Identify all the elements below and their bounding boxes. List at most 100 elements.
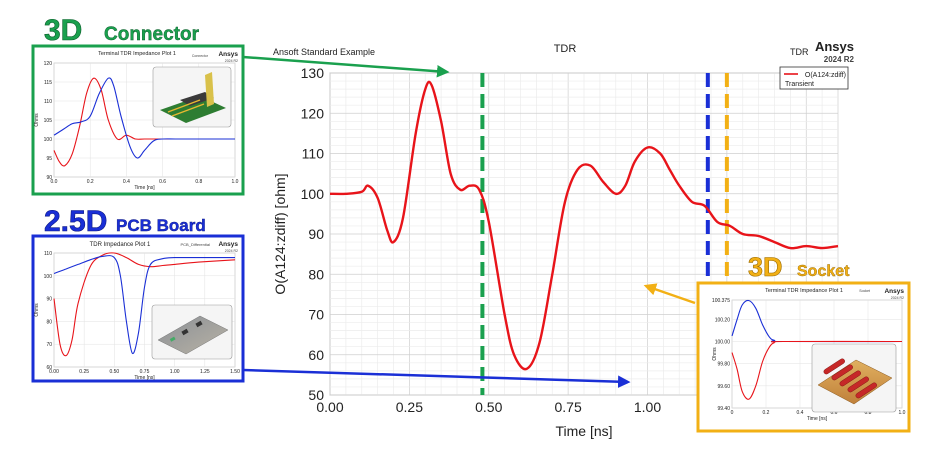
connector-inset-version: 2024 R2 — [225, 59, 238, 63]
legend: O(A124:zdiff) Transient — [779, 66, 849, 90]
y-tick-label: 90 — [308, 226, 324, 242]
inset-y-tick-label: 70 — [46, 342, 52, 348]
socket-inset-brand: Ansys — [884, 288, 904, 295]
inset-y-tick-label: 80 — [46, 319, 52, 325]
inset-y-tick-label: 100 — [44, 137, 53, 143]
pcb-board-model-image — [151, 304, 233, 360]
y-axis-label: O(A124:zdiff) [ohm] — [272, 173, 288, 294]
legend-series-name: O(A124:zdiff) — [805, 72, 846, 79]
y-tick-label: 110 — [302, 146, 325, 162]
inset-x-tick-label: 1.0 — [899, 410, 906, 416]
socket-inset-version: 2024 R2 — [891, 296, 904, 300]
inset-x-axis-label: Time [ns] — [134, 185, 155, 191]
main-chart-title: TDR — [554, 43, 577, 55]
inset-x-tick-label: 0.6 — [831, 410, 838, 416]
x-tick-label: 0.50 — [475, 399, 502, 415]
inset-series-line — [53, 77, 235, 167]
pcb-label-big: 2.5D — [44, 205, 107, 238]
inset-y-tick-label: 90 — [46, 175, 52, 181]
inset-y-tick-label: 100.00 — [715, 340, 731, 346]
connector-label-big: 3D — [44, 14, 82, 47]
socket-3d-model-image — [811, 343, 897, 413]
inset-y-tick-label: 100.20 — [715, 317, 731, 323]
inset-x-tick-label: 1.0 — [232, 179, 239, 185]
connector-legend-tag: Connector — [192, 54, 209, 58]
x-tick-label: 0.00 — [316, 399, 343, 415]
pcb-inset-version: 2024 R2 — [225, 249, 238, 253]
inset-x-tick-label: 0.8 — [865, 410, 872, 416]
pcb-inset-brand: Ansys — [218, 241, 238, 248]
inset-y-tick-label: 99.40 — [717, 406, 730, 412]
inset-x-tick-label: 0.4 — [797, 410, 804, 416]
connector-3d-model-image — [152, 66, 232, 128]
inset-y-tick-label: 100.375 — [712, 298, 730, 304]
header-left-text: Ansoft Standard Example — [273, 47, 375, 57]
inset-series-line — [53, 252, 236, 357]
inset-x-tick-label: 0.2 — [87, 179, 94, 185]
legend-box — [779, 66, 849, 90]
arrow-socket — [643, 283, 696, 305]
inset-y-tick-label: 99.60 — [717, 384, 730, 390]
inset-x-tick-label: 1.50 — [230, 369, 240, 375]
pcb-inset-title: TDR Impedance Plot 1 — [90, 242, 151, 248]
main-chart: Ansoft Standard Example TDR TDR Ansys 20… — [272, 39, 855, 439]
inset-y-tick-label: 99.80 — [717, 362, 730, 368]
panel-connector: 3D Connector Terminal TDR Impedance Plot… — [31, 14, 245, 196]
x-axis-label: Time [ns] — [555, 423, 612, 439]
inset-x-tick-label: 0.0 — [51, 179, 58, 185]
inset-y-tick-label: 105 — [44, 118, 53, 124]
grid — [329, 72, 839, 396]
inset-x-axis-label: Time [ns] — [134, 375, 155, 381]
series-line — [329, 80, 839, 371]
panel-socket: 3D Socket Terminal TDR Impedance Plot 1 … — [696, 252, 911, 433]
panel-pcb: 2.5D PCB Board TDR Impedance Plot 1 PCB_… — [31, 205, 245, 383]
x-tick-label: 0.75 — [555, 399, 582, 415]
y-tick-label: 80 — [308, 266, 324, 282]
connector-label-small: Connector — [104, 24, 200, 45]
header-right-label: TDR — [790, 47, 809, 57]
inset-y-tick-label: 95 — [46, 156, 52, 162]
y-tick-label: 70 — [308, 307, 324, 323]
y-tick-label: 60 — [308, 347, 324, 363]
inset-x-tick-label: 0.50 — [109, 369, 119, 375]
socket-label-big: 3D — [748, 252, 783, 282]
version-text: 2024 R2 — [824, 55, 855, 64]
inset-y-tick-label: 60 — [46, 365, 52, 371]
inset-y-axis-label: Ohms — [34, 303, 40, 317]
inset-series-line — [53, 255, 235, 354]
inset-x-tick-label: 1.25 — [200, 369, 210, 375]
inset-x-tick-label: 0.8 — [195, 179, 202, 185]
arrow-pcb — [242, 368, 631, 388]
arrow-connector — [242, 55, 450, 78]
inset-y-tick-label: 120 — [44, 61, 53, 67]
inset-y-axis-label: Ohms — [712, 347, 718, 361]
inset-series-line — [53, 77, 235, 159]
connector-inset-title: Terminal TDR Impedance Plot 1 — [98, 51, 176, 57]
inset-y-axis-label: Ohms — [34, 113, 40, 127]
x-tick-labels: 0.000.250.500.751.001.25 — [316, 399, 740, 415]
y-tick-label: 120 — [301, 105, 325, 121]
inset-x-tick-label: 1.00 — [170, 369, 180, 375]
legend-subtitle: Transient — [785, 81, 814, 88]
inset-y-tick-label: 115 — [44, 80, 52, 86]
inset-y-tick-label: 90 — [46, 297, 52, 303]
inset-x-tick-label: 0.25 — [79, 369, 89, 375]
y-tick-label: 100 — [301, 186, 325, 202]
inset-x-tick-label: 0.6 — [159, 179, 166, 185]
x-tick-label: 0.25 — [396, 399, 423, 415]
x-tick-label: 1.00 — [634, 399, 661, 415]
inset-y-tick-label: 110 — [44, 99, 52, 105]
inset-y-tick-label: 100 — [44, 274, 53, 280]
inset-x-tick-label: 0.2 — [763, 410, 770, 416]
inset-x-tick-label: 0.75 — [140, 369, 150, 375]
y-tick-label: 130 — [301, 65, 325, 81]
inset-y-tick-label: 110 — [44, 251, 52, 257]
arrows — [242, 55, 696, 388]
y-tick-labels: 50 60 70 80 90 100 110 120 130 — [301, 65, 325, 403]
pcb-label-small: PCB Board — [116, 216, 206, 235]
inset-x-tick-label: 0 — [731, 410, 734, 416]
brand-logo-text: Ansys — [815, 39, 854, 54]
socket-label-small: Socket — [797, 263, 850, 280]
reference-markers — [480, 73, 729, 395]
